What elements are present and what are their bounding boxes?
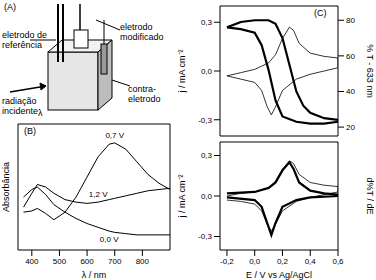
svg-text:1,2 V: 1,2 V (89, 190, 108, 199)
html-text:(A): (A) (4, 2, 16, 12)
svg-text:400: 400 (25, 257, 39, 266)
svg-text:j / mA cm⁻²: j / mA cm⁻² (178, 49, 187, 93)
svg-text:0,3: 0,3 (201, 151, 213, 160)
svg-text:40: 40 (346, 87, 355, 96)
html-text:eletrodo de referência: eletrodo de referência (2, 30, 47, 50)
svg-text:700: 700 (108, 257, 122, 266)
svg-text:% T - 633 nm: % T - 633 nm (365, 44, 374, 98)
svg-text:500: 500 (53, 257, 67, 266)
html-text:eletrodo modificado: eletrodo modificado (120, 22, 164, 42)
svg-text:E / V vs Ag/AgCl: E / V vs Ag/AgCl (246, 270, 312, 280)
svg-text:-0,2: -0,2 (220, 257, 234, 266)
svg-text:0,0: 0,0 (249, 257, 261, 266)
svg-text:0,7 V: 0,7 V (105, 131, 124, 140)
svg-text:d%T / dE: d%T / dE (365, 178, 374, 215)
svg-text:0,0 V: 0,0 V (100, 235, 119, 244)
html-text:(B): (B) (24, 126, 36, 136)
html-text:(C): (C) (314, 8, 327, 18)
svg-text:0,0: 0,0 (201, 67, 213, 76)
html-text:contra-eletrodo: contra-eletrodo (128, 84, 161, 104)
svg-text:0,0: 0,0 (201, 192, 213, 201)
svg-text:j / mA cm⁻²: j / mA cm⁻² (178, 174, 187, 218)
svg-text:600: 600 (80, 257, 94, 266)
svg-text:-0,3: -0,3 (198, 232, 212, 241)
svg-text:60: 60 (346, 52, 355, 61)
svg-text:0,6: 0,6 (332, 257, 344, 266)
svg-text:-0,3: -0,3 (198, 116, 212, 125)
svg-text:λ / nm: λ / nm (82, 270, 107, 280)
svg-text:0,3: 0,3 (201, 18, 213, 27)
svg-text:20: 20 (346, 123, 355, 132)
svg-text:0,4: 0,4 (305, 257, 317, 266)
svg-text:0,2: 0,2 (277, 257, 289, 266)
html-text:radiação incidenteλ: radiação incidenteλ (2, 96, 43, 118)
svg-text:800: 800 (136, 257, 150, 266)
svg-text:Absorbância: Absorbância (1, 162, 11, 212)
svg-text:80: 80 (346, 16, 355, 25)
